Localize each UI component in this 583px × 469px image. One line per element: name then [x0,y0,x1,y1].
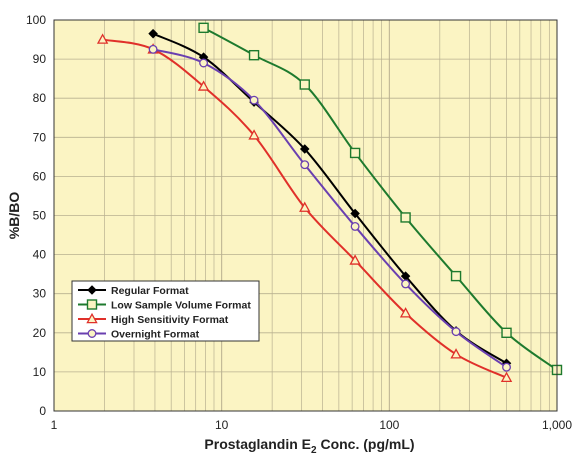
y-tick-label: 90 [33,52,47,66]
y-tick-label: 60 [33,169,47,183]
data-point-triangle [500,371,513,383]
data-point-triangle [96,33,109,44]
data-point-triangle [349,254,361,265]
data-point-square [400,212,411,223]
data-point-diamond [87,285,97,295]
y-tick-label: 0 [39,404,46,418]
data-point-circle [249,95,259,105]
legend-item: High Sensitivity Format [78,312,229,326]
x-tick-label: 10 [215,418,229,432]
y-tick-label: 80 [33,91,47,105]
data-point-circle [451,327,461,337]
x-axis-title: Prostaglandin E2 Conc. (pg/mL) [204,436,414,456]
legend-item: Overnight Format [78,329,200,341]
y-tick-label: 50 [33,209,47,223]
y-tick-label: 40 [33,248,47,262]
series-line [152,32,508,365]
data-point-square [86,299,98,310]
legend-item: Low Sample Volume Format [78,299,251,312]
x-axis-title-subscript: 2 [311,445,317,456]
data-point-square [450,270,462,282]
data-point-circle [350,221,360,231]
data-point-square [198,22,209,34]
x-axis-title-suffix: Conc. (pg/mL) [317,436,415,452]
data-point-triangle [299,201,311,212]
data-point-square [349,147,361,159]
legend-label: Overnight Format [111,329,200,341]
data-point-circle [199,58,209,68]
x-tick-label: 1,000 [542,418,572,432]
plot-frame [53,19,558,412]
series-line [203,26,558,371]
legend-label: Low Sample Volume Format [111,300,251,312]
data-point-triangle [197,80,210,91]
legend-label: Regular Format [111,285,189,297]
data-point-square [501,327,512,338]
data-point-square [248,49,260,61]
data-point-circle [502,362,511,372]
series-circle [148,44,511,372]
data-point-triangle [399,307,412,318]
x-tick-label: 1 [51,418,58,432]
legend-item: Regular Format [78,285,189,297]
data-point-triangle [86,312,98,324]
data-point-circle [401,279,411,289]
data-point-diamond [350,208,360,219]
legend-label: High Sensitivity Format [111,314,229,326]
y-tick-label: 30 [33,287,47,301]
y-tick-label: 20 [33,326,47,340]
data-point-square [299,79,310,90]
series-line [152,48,508,369]
y-tick-label: 70 [33,130,47,144]
y-tick-label: 100 [26,13,46,27]
y-axis-title: %B/BO [6,192,22,240]
data-point-circle [148,44,158,54]
data-point-triangle [450,348,462,359]
legend: Regular Format Low Sample Volume Format Hi… [71,280,260,342]
data-point-triangle [248,129,260,140]
series-layer [96,22,563,383]
data-point-circle [300,160,310,170]
y-tick-label: 10 [33,365,47,379]
data-point-diamond [299,144,310,154]
x-tick-label: 100 [379,418,399,432]
data-point-circle [87,329,97,338]
x-axis-title-main: Prostaglandin E [204,436,311,452]
series-triangle [96,33,513,383]
data-point-diamond [148,28,158,39]
